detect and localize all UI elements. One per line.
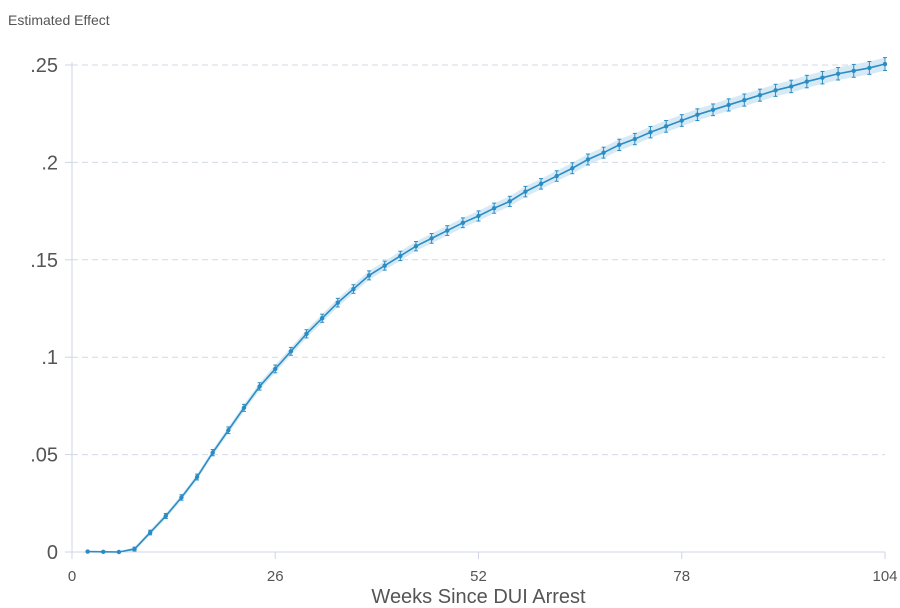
data-point (101, 549, 106, 555)
data-point (179, 495, 184, 500)
data-point (288, 349, 294, 354)
data-point (726, 102, 731, 108)
series-line-path (87, 63, 886, 553)
tick-marks (65, 64, 886, 559)
data-point (335, 300, 340, 305)
data-point (851, 68, 856, 74)
data-point (460, 220, 466, 225)
data-point (679, 118, 684, 123)
x-tick-label: 52 (470, 568, 487, 585)
y-tick-label: .25 (30, 55, 58, 77)
data-point (382, 263, 387, 268)
data-point (648, 130, 653, 135)
data-point (867, 65, 872, 71)
grid-lines (72, 64, 885, 456)
data-point (85, 549, 90, 554)
x-tick-label: 0 (68, 568, 76, 585)
data-point (507, 199, 512, 204)
x-tick-label: 104 (872, 568, 897, 585)
data-point (366, 273, 372, 278)
data-point (163, 513, 169, 519)
data-point (429, 236, 434, 241)
data-point (116, 549, 122, 555)
data-point (319, 316, 325, 321)
data-point (257, 384, 262, 389)
data-points (85, 61, 888, 555)
y-tick-label: .05 (30, 445, 58, 467)
data-point (742, 97, 747, 103)
data-point (820, 75, 825, 80)
confidence-band-area (87, 57, 885, 553)
x-tick-label: 26 (267, 568, 284, 585)
data-point (710, 107, 716, 113)
data-point (695, 112, 700, 117)
data-point (491, 205, 497, 211)
data-point (804, 79, 810, 84)
y-tick-label: .1 (41, 347, 58, 369)
data-point (241, 405, 247, 411)
data-point (147, 530, 153, 535)
data-point (757, 92, 763, 98)
y-tick-label: 0 (47, 542, 58, 564)
data-point (585, 157, 591, 162)
y-tick-label: .15 (30, 250, 58, 272)
error-bars (85, 57, 887, 554)
data-point (835, 71, 841, 76)
x-axis-title: Weeks Since DUI Arrest (371, 586, 586, 608)
y-axis-title: Estimated Effect (8, 12, 110, 28)
data-point (351, 286, 356, 292)
data-point (554, 173, 559, 179)
data-point (398, 253, 403, 259)
data-point (601, 150, 606, 155)
data-point (304, 331, 309, 337)
data-point (273, 366, 278, 372)
data-point (773, 88, 778, 93)
data-point (632, 136, 638, 142)
data-point (570, 166, 575, 171)
data-point (663, 124, 669, 129)
data-point (132, 546, 137, 552)
data-point (445, 228, 450, 233)
data-point (413, 243, 419, 249)
data-point (538, 181, 544, 187)
x-tick-label: 78 (673, 568, 690, 585)
data-point (617, 142, 622, 148)
confidence-band (87, 57, 885, 553)
data-point (210, 450, 215, 455)
data-point (476, 213, 481, 219)
y-tick-label: .2 (41, 152, 58, 174)
data-point (194, 474, 200, 480)
tick-labels: 0 .05 .1 .15 .2 .25 0 26 52 78 104 (30, 55, 897, 585)
data-point (226, 428, 231, 433)
data-point (788, 84, 794, 89)
data-point (523, 189, 528, 194)
data-point (882, 61, 888, 67)
series-line (87, 63, 886, 553)
